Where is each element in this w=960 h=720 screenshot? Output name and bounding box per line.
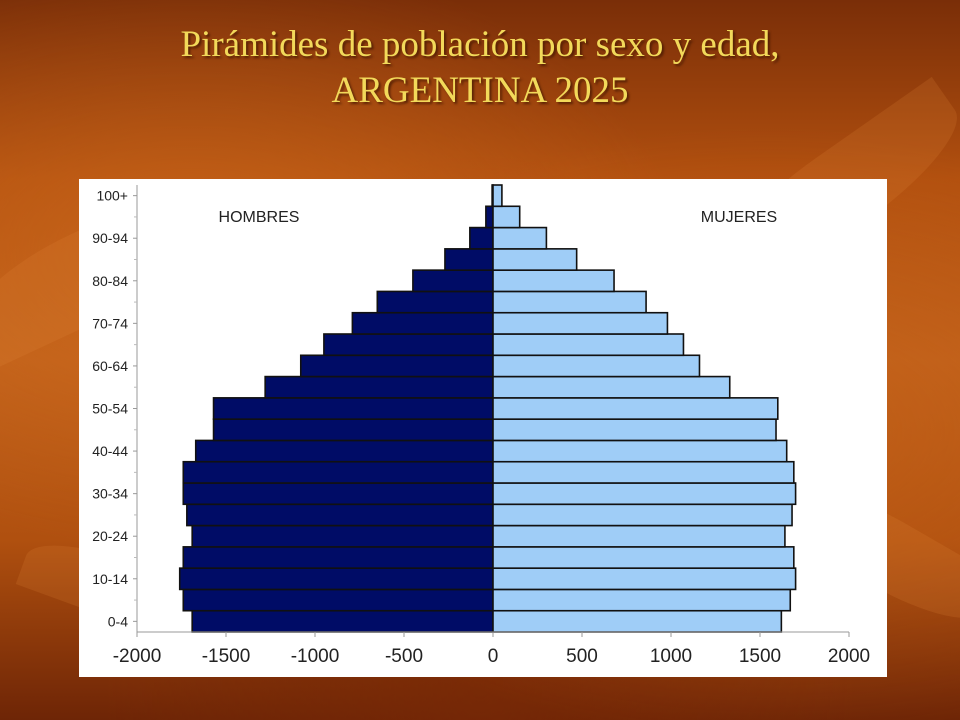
male-bar-95-99 — [485, 205, 494, 229]
female-bar-85-89 — [492, 248, 578, 271]
male-bar-40-44 — [194, 439, 494, 463]
x-tick-label: 2000 — [828, 646, 870, 667]
y-tick-label: 100+ — [96, 188, 128, 204]
female-bar-90-94 — [492, 226, 548, 250]
x-tick-label: 0 — [488, 646, 499, 667]
x-tick-label: -2000 — [113, 646, 162, 667]
y-tick-label: 10-14 — [92, 571, 128, 587]
female-bar-70-74 — [492, 311, 669, 335]
slide-title-line2: ARGENTINA 2025 — [331, 70, 629, 111]
male-bar-65-69 — [323, 333, 494, 357]
slide-title: Pirámides de población por sexo y edad, … — [0, 22, 960, 114]
pyramid-svg: 0-4 10-14 20-24 30-34 40-44 50-54 60-64 70-74 80… — [92, 184, 870, 667]
female-bar-65-69 — [492, 333, 685, 357]
y-tick-label: 50-54 — [92, 401, 128, 417]
male-bar-60-64 — [299, 354, 494, 378]
slide-title-line1: Pirámides de población por sexo y edad, — [180, 24, 780, 65]
x-tick-label: -1500 — [202, 646, 251, 667]
y-tick-label: 30-34 — [92, 486, 128, 502]
male-bar-0-4 — [191, 609, 494, 633]
male-bar-15-19 — [182, 546, 494, 569]
female-bar-40-44 — [492, 439, 788, 463]
x-tick-label: 500 — [566, 646, 598, 667]
population-pyramid-chart: 0-4 10-14 20-24 30-34 40-44 50-54 60-64 70-74 80… — [79, 179, 887, 677]
male-bar-5-9 — [182, 588, 494, 612]
male-bar-90-94 — [469, 226, 494, 250]
female-bar-10-14 — [492, 567, 797, 591]
male-bar-45-49 — [212, 418, 494, 442]
female-bar-75-79 — [492, 290, 647, 314]
male-bar-50-54 — [212, 397, 494, 420]
y-tick-label: 20-24 — [92, 528, 128, 544]
female-bar-45-49 — [492, 418, 777, 442]
legend-label-mujeres: MUJERES — [701, 209, 777, 226]
female-bar-50-54 — [492, 397, 779, 420]
male-bar-80-84 — [412, 269, 494, 293]
male-bar-85-89 — [444, 248, 494, 271]
female-bar-25-29 — [492, 503, 793, 527]
female-bar-55-59 — [492, 375, 731, 399]
y-tick-label: 90-94 — [92, 230, 128, 246]
x-tick-label: -500 — [385, 646, 423, 667]
female-bar-95-99 — [492, 205, 521, 229]
female-bar-5-9 — [492, 588, 792, 612]
female-bar-100+ — [492, 184, 503, 208]
male-bar-35-39 — [182, 460, 494, 484]
female-bar-20-24 — [492, 524, 786, 548]
female-bar-15-19 — [492, 546, 795, 569]
legend-label-hombres: HOMBRES — [219, 209, 300, 226]
y-tick-label: 60-64 — [92, 358, 128, 374]
male-bar-25-29 — [186, 503, 494, 527]
x-tick-label: -1000 — [291, 646, 340, 667]
y-tick-label: 80-84 — [92, 273, 128, 289]
male-bar-70-74 — [351, 311, 494, 335]
y-tick-label: 70-74 — [92, 315, 128, 331]
x-tick-label: 1000 — [650, 646, 692, 667]
y-tick-label: 0-4 — [108, 613, 128, 629]
male-bar-10-14 — [178, 567, 494, 591]
male-bar-55-59 — [264, 375, 494, 399]
female-bar-35-39 — [492, 460, 795, 484]
female-bar-0-4 — [492, 609, 783, 633]
x-tick-label: 1500 — [739, 646, 781, 667]
female-bar-30-34 — [492, 482, 797, 506]
male-bar-75-79 — [376, 290, 494, 314]
female-bar-80-84 — [492, 269, 615, 293]
y-tick-label: 40-44 — [92, 443, 128, 459]
male-bar-30-34 — [182, 482, 494, 506]
male-bar-20-24 — [191, 524, 494, 548]
female-bar-60-64 — [492, 354, 701, 378]
